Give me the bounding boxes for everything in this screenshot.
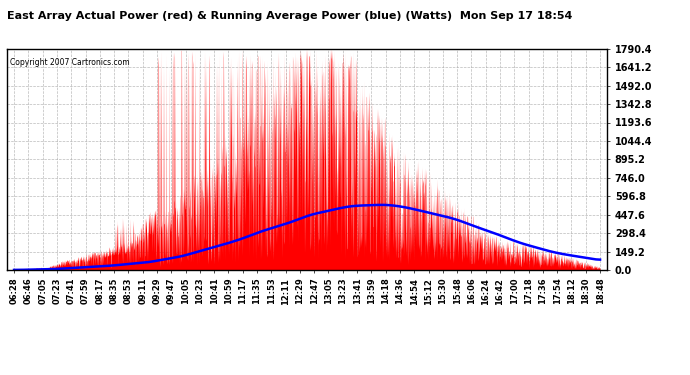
Text: Copyright 2007 Cartronics.com: Copyright 2007 Cartronics.com	[10, 58, 130, 67]
Text: East Array Actual Power (red) & Running Average Power (blue) (Watts)  Mon Sep 17: East Array Actual Power (red) & Running …	[7, 11, 572, 21]
